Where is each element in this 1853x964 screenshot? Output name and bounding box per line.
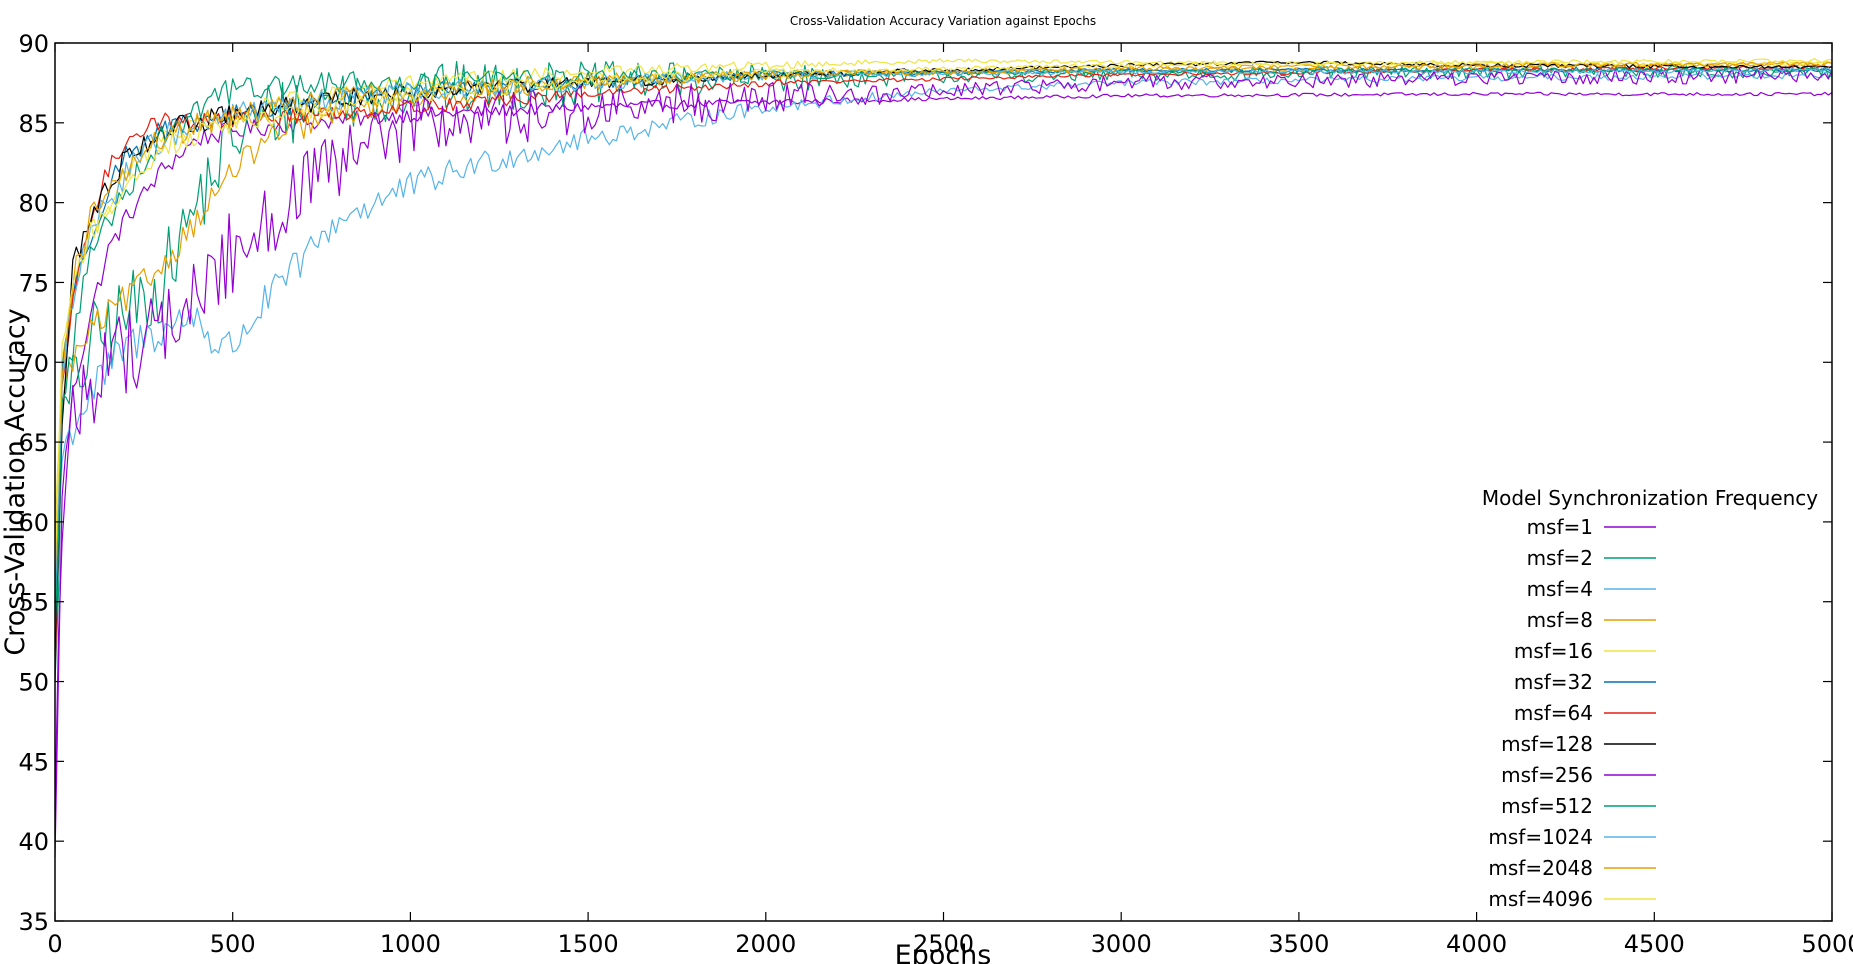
series-line-msf-16 <box>54 58 1833 522</box>
legend-label: msf=4 <box>1527 577 1593 601</box>
series-line-msf-8 <box>54 61 1833 554</box>
x-tick-label: 2000 <box>735 930 796 958</box>
x-tick-label: 1000 <box>380 930 441 958</box>
legend-label: msf=1024 <box>1488 825 1593 849</box>
legend-label: msf=1 <box>1527 515 1593 539</box>
y-tick-label: 35 <box>18 908 49 936</box>
y-tick-label: 80 <box>18 190 49 218</box>
series-line-msf-1024 <box>54 67 1833 602</box>
y-tick-label: 70 <box>18 349 49 377</box>
y-tick-label: 85 <box>18 110 49 138</box>
y-tick-label: 90 <box>18 30 49 58</box>
x-tick-label: 5000 <box>1801 930 1853 958</box>
legend-label: msf=128 <box>1501 732 1593 756</box>
legend-label: msf=2048 <box>1488 856 1593 880</box>
x-tick-label: 4000 <box>1446 930 1507 958</box>
y-tick-label: 55 <box>18 589 49 617</box>
x-tick-label: 2500 <box>913 930 974 958</box>
y-tick-label: 45 <box>18 748 49 776</box>
legend-label: msf=32 <box>1514 670 1593 694</box>
legend-title: Model Synchronization Frequency <box>1482 486 1818 510</box>
legend: Model Synchronization Frequency msf=1 msf… <box>1482 486 1818 911</box>
legend-label: msf=256 <box>1501 763 1593 787</box>
y-axis-label: Cross-Validation Accuracy <box>0 308 31 655</box>
legend-label: msf=512 <box>1501 794 1593 818</box>
x-tick-label: 1500 <box>558 930 619 958</box>
x-tick-label: 4500 <box>1624 930 1685 958</box>
x-tick-label: 3500 <box>1268 930 1329 958</box>
ticks-layer: 0 500 1000 1500 2000 2500 3000 3500 4000 4500 5000… <box>18 30 1853 958</box>
y-tick-label: 75 <box>18 269 49 297</box>
y-tick-label: 65 <box>18 429 49 457</box>
x-tick-label: 0 <box>47 930 62 958</box>
series-line-msf-4096 <box>54 58 1833 570</box>
series-layer <box>54 58 1833 858</box>
chart-title: Cross-Validation Accuracy Variation agai… <box>790 14 1096 28</box>
y-tick-label: 60 <box>18 509 49 537</box>
y-tick-label: 50 <box>18 669 49 697</box>
legend-label: msf=4096 <box>1488 887 1593 911</box>
legend-label: msf=16 <box>1514 639 1593 663</box>
series-line-msf-2048 <box>54 61 1833 586</box>
x-axis-label: Epochs <box>895 940 992 964</box>
legend-label: msf=2 <box>1527 546 1593 570</box>
plot-frame <box>54 42 1833 922</box>
x-tick-label: 3000 <box>1091 930 1152 958</box>
series-line-msf-256 <box>54 67 1833 810</box>
y-tick-label: 40 <box>18 828 49 856</box>
legend-label: msf=64 <box>1514 701 1593 725</box>
series-line-msf-64 <box>54 65 1833 682</box>
legend-label: msf=8 <box>1527 608 1593 632</box>
x-tick-label: 500 <box>210 930 256 958</box>
